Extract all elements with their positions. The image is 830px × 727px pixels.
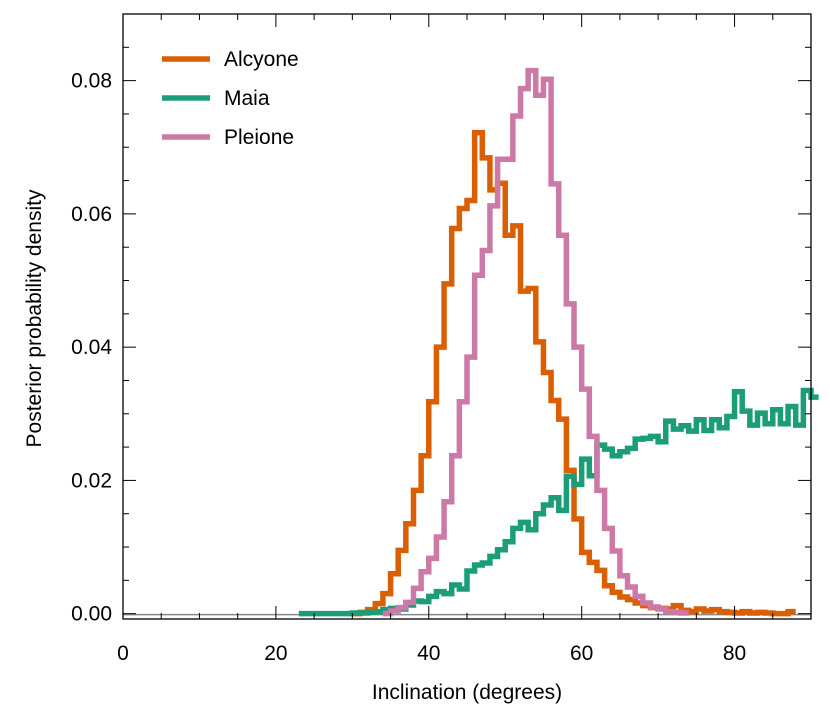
- x-tick-label: 20: [264, 642, 287, 665]
- legend-label-alcyone: Alcyone: [224, 48, 299, 71]
- legend: Alcyone Maia Pleione: [162, 48, 299, 149]
- y-tick-label: 0.08: [71, 70, 112, 93]
- y-tick-label: 0.04: [71, 336, 112, 359]
- axis-ticks: [122, 13, 812, 619]
- x-axis-label: Inclination (degrees): [372, 681, 562, 704]
- series-pleione: [382, 67, 689, 617]
- series-layer: [123, 67, 819, 617]
- legend-label-maia: Maia: [224, 87, 270, 110]
- x-tick-label: 0: [117, 642, 129, 665]
- tick-labels: 0 20 40 60 80 0.00 0.02 0.04 0.06 0.08: [71, 70, 746, 665]
- x-tick-label: 60: [570, 642, 593, 665]
- y-axis-label: Posterior probability density: [23, 189, 46, 447]
- series-alcyone: [352, 129, 796, 617]
- legend-label-pleione: Pleione: [224, 126, 294, 149]
- x-tick-label: 80: [723, 642, 746, 665]
- y-tick-label: 0.02: [71, 469, 112, 492]
- y-tick-label: 0.06: [71, 203, 112, 226]
- x-tick-label: 40: [417, 642, 440, 665]
- series-maia: [298, 387, 819, 617]
- y-tick-label: 0.00: [71, 603, 112, 626]
